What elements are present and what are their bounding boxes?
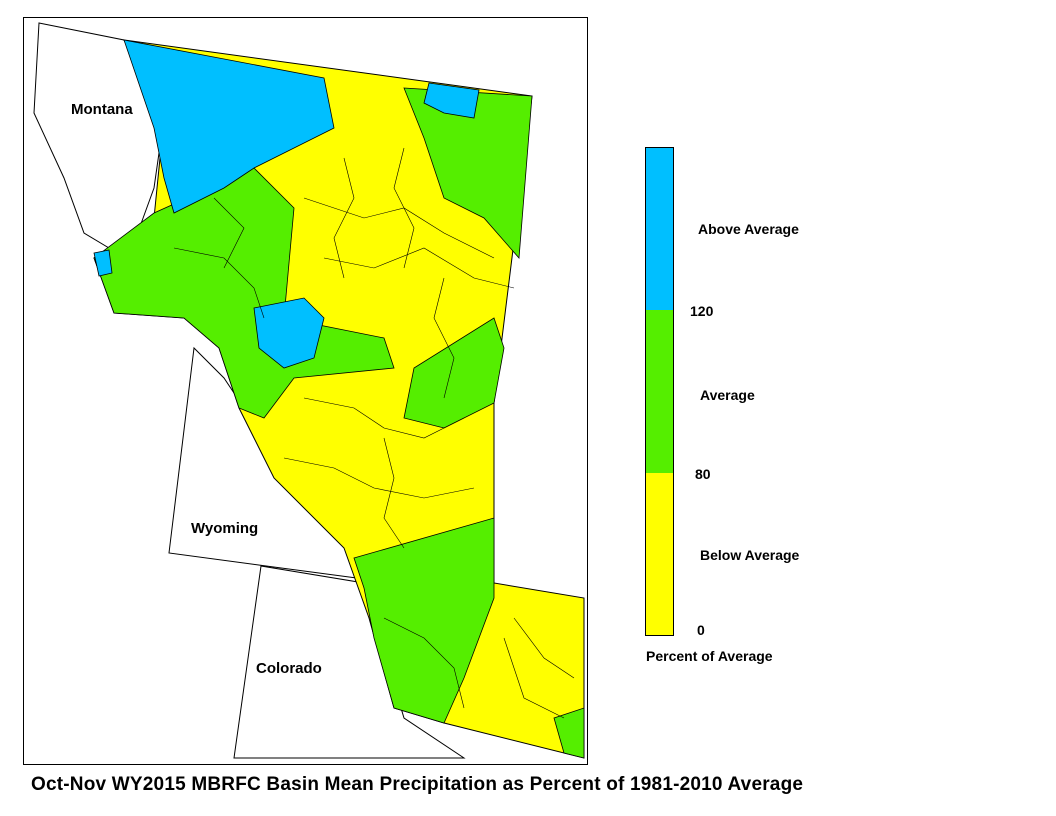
above-average-zone-north — [123, 39, 335, 214]
basin-map — [33, 22, 585, 759]
montana-label: Montana — [71, 101, 133, 118]
legend-color-bar — [645, 147, 674, 636]
legend-above-swatch — [646, 148, 673, 310]
wyoming-label: Wyoming — [191, 520, 259, 537]
legend-title: Percent of Average — [646, 648, 773, 664]
above-average-zone-central — [253, 297, 325, 369]
map-frame: Montana Wyoming Colorado — [23, 17, 588, 765]
average-zone-west — [93, 167, 395, 419]
legend-tick-0: 0 — [697, 622, 705, 638]
colorado-label: Colorado — [256, 660, 322, 677]
map-caption: Oct-Nov WY2015 MBRFC Basin Mean Precipit… — [31, 774, 804, 795]
legend-label-average: Average — [700, 387, 755, 403]
legend-label-below: Below Average — [700, 547, 800, 563]
legend-below-swatch — [646, 473, 673, 635]
legend-tick-80: 80 — [695, 466, 711, 482]
above-average-zone-west — [93, 249, 113, 277]
average-zone-south — [353, 517, 495, 724]
average-zone-northeast — [403, 87, 533, 259]
sub-basin-lines — [173, 147, 575, 719]
legend-tick-120: 120 — [690, 303, 714, 319]
legend-average-swatch — [646, 310, 673, 473]
average-zone-southeast — [553, 707, 585, 759]
legend-label-above: Above Average — [698, 221, 799, 237]
above-average-zone-northeast — [423, 82, 480, 119]
